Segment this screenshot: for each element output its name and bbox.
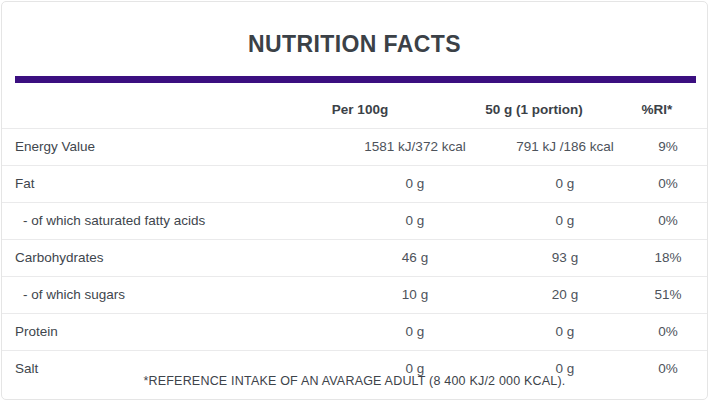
value-per-100g: 1581 kJ/372 kcal <box>364 129 465 165</box>
table-row-fat: Fat 0 g 0 g 0% <box>2 165 707 202</box>
table-row-sugars: - of which sugars 10 g 20 g 51% <box>2 276 707 313</box>
value-ri: 0% <box>658 203 678 239</box>
nutrition-table: Per 100g 50 g (1 portion) %RI* Energy Va… <box>2 92 707 387</box>
table-row-saturated-fatty-acids: - of which saturated fatty acids 0 g 0 g… <box>2 202 707 239</box>
row-label: Protein <box>15 314 58 350</box>
value-per-100g: 10 g <box>402 277 428 313</box>
value-per-100g: 0 g <box>406 203 425 239</box>
value-portion: 93 g <box>552 240 578 276</box>
column-header-portion: 50 g (1 portion) <box>485 92 583 128</box>
column-header-ri: %RI* <box>642 92 673 128</box>
nutrition-card: NUTRITION FACTS Per 100g 50 g (1 portion… <box>1 1 708 400</box>
value-per-100g: 0 g <box>406 166 425 202</box>
value-ri: 0% <box>658 314 678 350</box>
table-row-carbohydrates: Carbohydrates 46 g 93 g 18% <box>2 239 707 276</box>
value-portion: 791 kJ /186 kcal <box>516 129 614 165</box>
row-label: Carbohydrates <box>15 240 104 276</box>
row-label: - of which sugars <box>23 277 125 313</box>
value-ri: 51% <box>654 277 681 313</box>
value-ri: 0% <box>658 166 678 202</box>
nutrition-title: NUTRITION FACTS <box>2 31 707 58</box>
table-header-row: Per 100g 50 g (1 portion) %RI* <box>2 92 707 128</box>
value-ri: 9% <box>658 129 678 165</box>
value-ri: 18% <box>654 240 681 276</box>
reference-intake-footnote: *REFERENCE INTAKE OF AN AVARAGE ADULT (8… <box>2 374 707 388</box>
value-portion: 20 g <box>552 277 578 313</box>
row-label: Fat <box>15 166 35 202</box>
value-portion: 0 g <box>556 166 575 202</box>
table-row-energy-value: Energy Value 1581 kJ/372 kcal 791 kJ /18… <box>2 128 707 165</box>
value-per-100g: 46 g <box>402 240 428 276</box>
column-header-per-100g: Per 100g <box>332 92 388 128</box>
value-per-100g: 0 g <box>406 314 425 350</box>
table-row-protein: Protein 0 g 0 g 0% <box>2 313 707 350</box>
title-divider-bar <box>15 76 696 83</box>
row-label: - of which saturated fatty acids <box>23 203 205 239</box>
value-portion: 0 g <box>556 203 575 239</box>
row-label: Energy Value <box>15 129 95 165</box>
value-portion: 0 g <box>556 314 575 350</box>
